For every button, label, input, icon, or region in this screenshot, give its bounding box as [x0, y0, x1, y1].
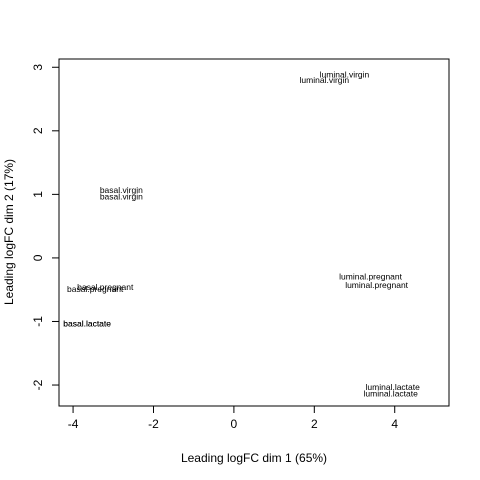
y-axis: -2 -1 0 1 2 3	[31, 64, 60, 390]
point-label: luminal.pregnant	[345, 280, 408, 290]
point-label: basal.lactate	[63, 318, 111, 328]
x-tick-label: -2	[148, 417, 159, 431]
y-tick-label: 3	[31, 64, 45, 71]
y-tick-label: 1	[31, 191, 45, 198]
x-axis: -4 -2 0 2 4	[68, 405, 398, 431]
point-label: luminal.pregnant	[339, 271, 402, 281]
x-tick-label: 2	[311, 417, 318, 431]
plot-box	[58, 58, 450, 407]
point-label: basal.lactate	[63, 318, 111, 328]
point-label: luminal.virgin	[300, 75, 350, 85]
x-tick-label: 4	[391, 417, 398, 431]
point-label: basal.pregnant	[67, 284, 124, 294]
x-tick-label: 0	[231, 417, 238, 431]
point-label: luminal.lactate	[364, 388, 419, 398]
y-tick-label: -1	[31, 316, 45, 327]
y-tick-label: 0	[31, 254, 45, 261]
point-label: luminal.lactate	[366, 382, 421, 392]
point-label: basal.pregnant	[77, 282, 134, 292]
point-label: basal.virgin	[100, 185, 143, 195]
x-tick-label: -4	[68, 417, 79, 431]
point-label: luminal.virgin	[320, 69, 370, 79]
y-tick-label: 2	[31, 127, 45, 134]
y-axis-title: Leading logFC dim 2 (17%)	[2, 159, 16, 305]
x-axis-title: Leading logFC dim 1 (65%)	[181, 451, 327, 465]
point-label: basal.virgin	[100, 191, 143, 201]
y-tick-label: -2	[31, 379, 45, 390]
